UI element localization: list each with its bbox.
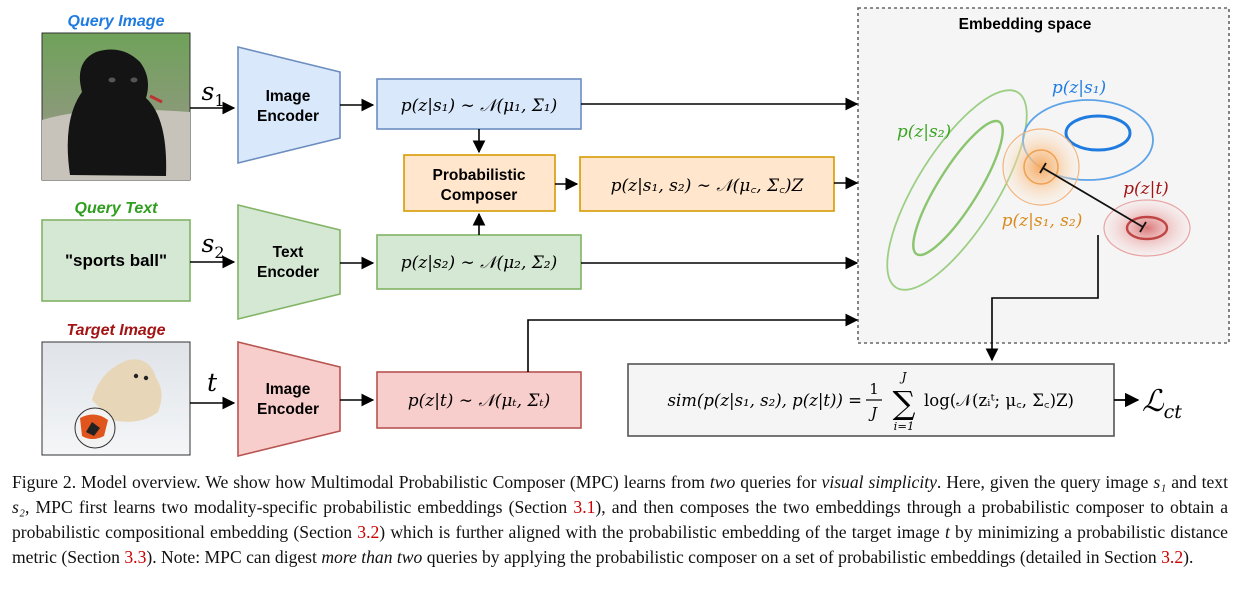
- p-t-formula: p(z|t) ∼ 𝒩(μₜ, Σₜ): [408, 391, 551, 411]
- target-image-label: Target Image: [67, 322, 166, 339]
- s2-symbol: s2: [201, 229, 224, 262]
- loss-symbol: ℒct: [1142, 384, 1182, 423]
- probabilistic-composer-box: [403, 154, 556, 212]
- embedding-label-p-s1: p(z|s₁): [1052, 78, 1106, 98]
- p-c-box: [579, 156, 835, 212]
- p-s1-ellipse-inner: [1064, 114, 1132, 152]
- query-text-label: Query Text: [75, 200, 159, 217]
- p-t-distribution: [1103, 199, 1191, 257]
- text-encoder: [237, 203, 341, 321]
- image-encoder-2-label: Image Encoder: [257, 381, 319, 418]
- probabilistic-composer-label: Probabilistic Composer: [432, 167, 525, 204]
- embedding-label-p-c: p(z|s₁, s₂): [1002, 211, 1083, 231]
- distance-line: [1042, 167, 1144, 228]
- similarity-frac-den: J: [868, 404, 878, 422]
- p-s2-ellipse-outer: [886, 89, 1028, 291]
- similarity-left: sim(p(z|s₁, s₂), p(z|t)) =: [668, 391, 863, 410]
- similarity-right: log(𝒩(zᵢᵗ; μ꜀, Σ꜀)Z): [924, 391, 1074, 410]
- image-encoder-2: [237, 340, 341, 458]
- p-t-core: [1125, 215, 1169, 241]
- s1-symbol: s1: [201, 77, 224, 110]
- p-s1-formula: p(z|s₁) ∼ 𝒩(μ₁, Σ₁): [401, 96, 557, 116]
- p-s2-ellipse-inner: [912, 119, 1004, 257]
- p-t-box: [376, 371, 582, 429]
- sum-top: J: [899, 370, 908, 384]
- model-overview-diagram: Embedding space Query Image s1 Image Enco…: [41, 7, 1230, 458]
- p-c-formula: p(z|s₁, s₂) ∼ 𝒩(μ꜀, Σ꜀)Z: [611, 176, 805, 196]
- t-symbol: t: [207, 368, 218, 397]
- sum-symbol: ∑: [893, 384, 916, 422]
- figure-caption: Figure 2. Model overview. We show how Mu…: [12, 472, 1228, 567]
- embedding-label-p-t: p(z|t): [1123, 179, 1169, 199]
- sum-bottom: i=1: [894, 419, 915, 433]
- image-encoder-1: [237, 45, 341, 165]
- embedding-distributions: [886, 89, 1191, 291]
- embedding-space-title: Embedding space: [959, 16, 1092, 33]
- query-text-value: "sports ball": [65, 251, 167, 270]
- arrow-p-t-to-space: [527, 313, 859, 372]
- arrow-space-to-similarity: [985, 235, 1099, 362]
- target-image-photo: [41, 341, 191, 456]
- query-image-photo: [41, 32, 191, 181]
- similarity-frac-num: 1: [869, 380, 879, 398]
- text-encoder-label: Text Encoder: [257, 244, 319, 281]
- p-c-core: [1023, 149, 1059, 185]
- embedding-label-p-s2: p(z|s₂): [897, 122, 951, 142]
- p-c-distribution: [1002, 128, 1080, 206]
- query-text-box: [41, 219, 191, 302]
- p-s2-formula: p(z|s₂) ∼ 𝒩(μ₂, Σ₂): [401, 253, 557, 273]
- image-encoder-1-label: Image Encoder: [257, 88, 319, 125]
- query-image-label: Query Image: [68, 13, 165, 30]
